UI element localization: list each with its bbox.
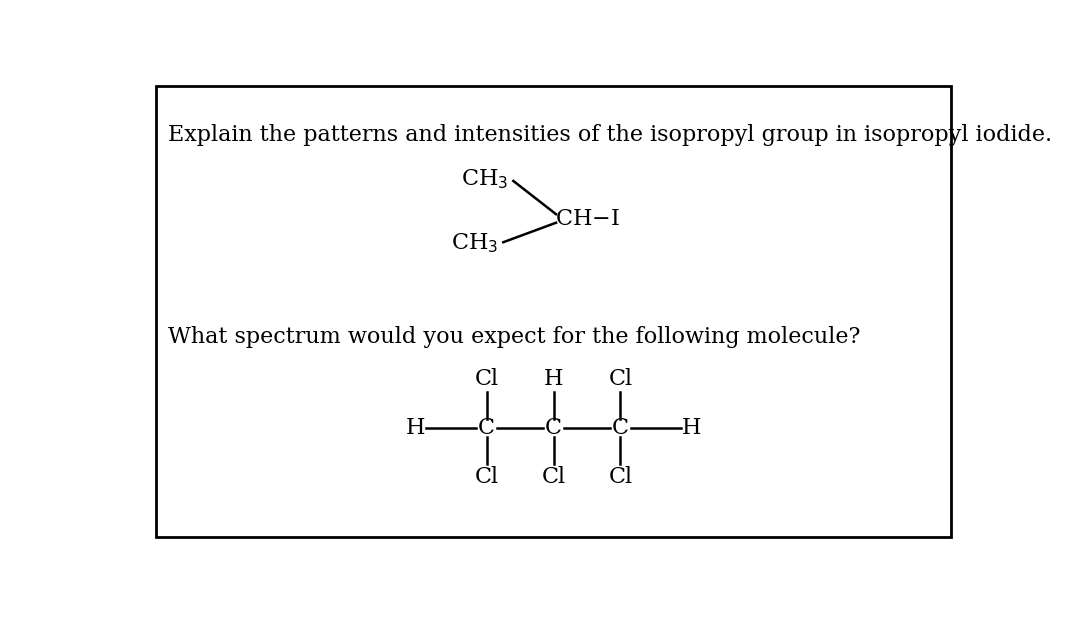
Text: Explain the patterns and intensities of the isopropyl group in isopropyl iodide.: Explain the patterns and intensities of … <box>168 124 1053 146</box>
Text: H: H <box>406 417 426 439</box>
Text: Cl: Cl <box>608 368 633 390</box>
Text: What spectrum would you expect for the following molecule?: What spectrum would you expect for the f… <box>168 326 861 348</box>
Text: Cl: Cl <box>474 466 499 488</box>
Text: CH$_3$: CH$_3$ <box>451 232 499 255</box>
Text: C: C <box>545 417 562 439</box>
Text: C: C <box>478 417 495 439</box>
Text: H: H <box>543 368 564 390</box>
Text: H: H <box>681 417 701 439</box>
Text: Cl: Cl <box>474 368 499 390</box>
Text: Cl: Cl <box>541 466 566 488</box>
Text: CH$_3$: CH$_3$ <box>461 168 509 191</box>
Text: Cl: Cl <box>608 466 633 488</box>
Text: C: C <box>612 417 629 439</box>
Text: CH$-$I: CH$-$I <box>555 208 620 230</box>
